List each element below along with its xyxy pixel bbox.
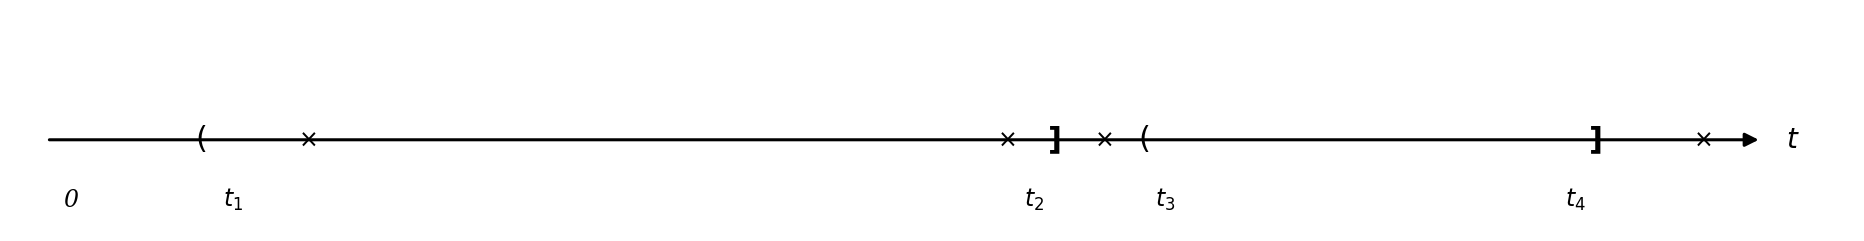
Text: (: (: [196, 125, 207, 154]
Text: (: (: [1139, 125, 1150, 154]
Text: $\times$: $\times$: [1094, 128, 1113, 152]
Text: ]: ]: [1588, 125, 1603, 154]
Text: $t_1$: $t_1$: [224, 187, 242, 213]
Text: $t_2$: $t_2$: [1025, 187, 1044, 213]
Text: $\times$: $\times$: [1693, 128, 1711, 152]
Text: $\times$: $\times$: [298, 128, 317, 152]
Text: ]: ]: [1048, 125, 1062, 154]
Text: $t$: $t$: [1786, 126, 1799, 154]
Text: 0: 0: [63, 188, 78, 212]
Text: $t_3$: $t_3$: [1156, 187, 1174, 213]
Text: $\times$: $\times$: [997, 128, 1016, 152]
Text: $t_4$: $t_4$: [1564, 187, 1586, 213]
